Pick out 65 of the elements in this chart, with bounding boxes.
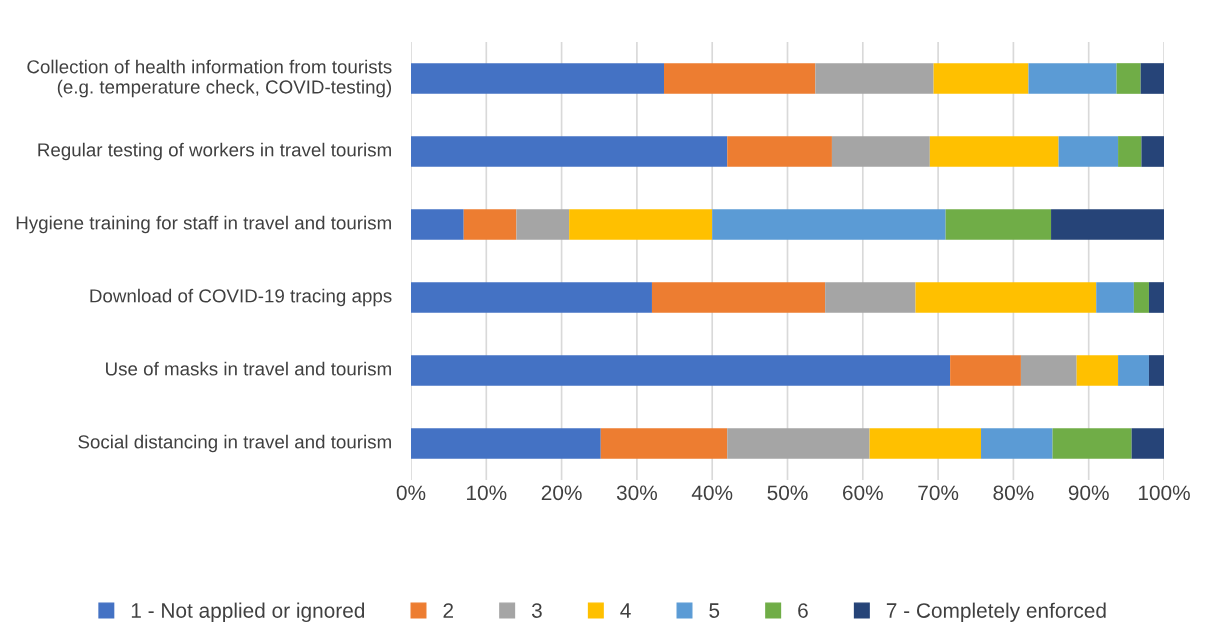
bar — [664, 63, 816, 94]
bar — [869, 428, 982, 459]
legend-label: 1 - Not applied or ignored — [131, 602, 365, 623]
bar — [411, 355, 951, 386]
bar — [411, 428, 601, 459]
legend-label: 7 - Completely enforced — [886, 602, 1106, 623]
x-tick-label: 70% — [918, 485, 959, 501]
bar — [411, 136, 728, 167]
bar — [1118, 136, 1142, 167]
bar — [1020, 355, 1077, 386]
bar — [727, 428, 870, 459]
bar — [600, 428, 728, 459]
y-tick-label: Social distancing in travel and tourism — [78, 434, 391, 453]
bar — [1148, 355, 1164, 386]
y-tick-label: Download of COVID-19 tracing apps — [90, 288, 392, 307]
bar — [981, 428, 1053, 459]
x-tick-label: 100% — [1138, 485, 1190, 501]
bar — [825, 282, 916, 313]
bar — [933, 63, 1029, 94]
x-tick-label: 80% — [993, 485, 1034, 501]
x-tick-label: 10% — [467, 485, 507, 501]
bar — [1051, 209, 1164, 240]
legend-label: 5 — [709, 603, 720, 618]
bar — [411, 63, 665, 94]
bar — [815, 63, 934, 94]
legend-label: 2 — [443, 603, 453, 618]
bar — [950, 355, 1021, 386]
y-tick-label: Use of masks in travel and tourism — [106, 361, 391, 376]
bar — [1116, 63, 1141, 94]
bar — [1148, 282, 1164, 313]
bar — [1052, 428, 1132, 459]
bar — [411, 282, 652, 313]
bar — [1133, 282, 1149, 313]
bar — [712, 209, 946, 240]
bar — [727, 136, 832, 167]
bar — [1058, 136, 1119, 167]
x-tick-label: 50% — [767, 485, 808, 501]
bar — [569, 209, 713, 240]
y-tick-label: Collection of health information from tourists (e.g. temperature check, COVID-testing) — [27, 59, 392, 98]
bar — [1118, 355, 1149, 386]
bar — [1028, 63, 1117, 94]
x-tick-label: 20% — [541, 485, 582, 501]
bar — [831, 136, 930, 167]
bar — [516, 209, 570, 240]
legend-label: 6 — [798, 603, 808, 618]
bar — [411, 209, 464, 240]
legend-label: 4 — [620, 603, 631, 618]
bar — [1076, 355, 1119, 386]
bar — [1141, 136, 1164, 167]
x-tick-label: 60% — [843, 485, 883, 501]
y-tick-label: Regular testing of workers in travel tourism — [38, 142, 391, 161]
x-tick-label: 0% — [396, 485, 426, 501]
legend-label: 3 — [531, 603, 542, 618]
bar — [915, 282, 1097, 313]
bar — [463, 209, 517, 240]
bar — [945, 209, 1052, 240]
bar — [1096, 282, 1134, 313]
bar — [1131, 428, 1164, 459]
y-tick-label: Hygiene training for staff in travel and tourism — [16, 215, 391, 234]
x-tick-label: 90% — [1068, 485, 1109, 501]
x-tick-label: 40% — [691, 485, 733, 501]
bar — [1140, 63, 1164, 94]
x-tick-label: 30% — [616, 485, 658, 501]
bar — [929, 136, 1059, 167]
bar — [651, 282, 826, 313]
